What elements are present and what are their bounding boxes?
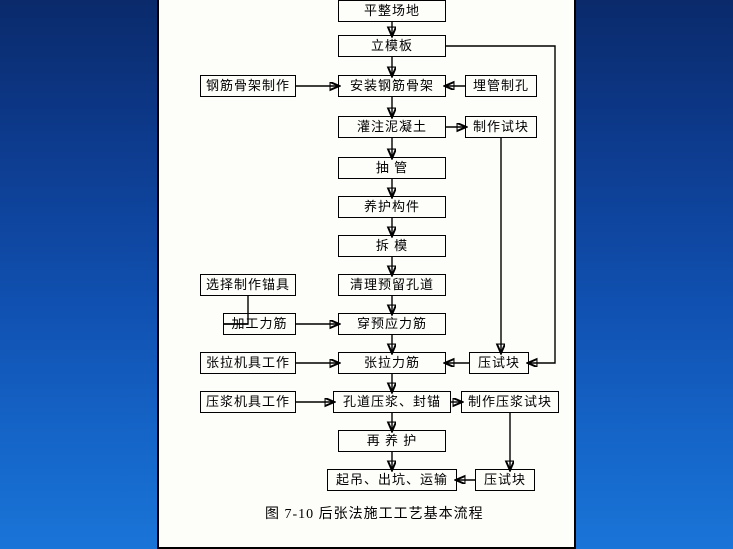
paper-sheet: 平整场地 立模板 钢筋骨架制作 安装钢筋骨架 埋管制孔 灌注泥凝土 制作试块 抽… [157, 0, 576, 549]
node-n9l: 加工力筋 [223, 313, 296, 335]
node-label: 加工力筋 [231, 317, 287, 331]
node-label: 平整场地 [364, 4, 420, 18]
node-n4r: 制作试块 [465, 116, 537, 138]
node-label: 埋管制孔 [473, 79, 529, 93]
node-label: 压浆机具工作 [206, 395, 290, 409]
node-n10r: 压试块 [469, 352, 529, 374]
node-label: 清理预留孔道 [350, 278, 434, 292]
node-label: 选择制作锚具 [206, 278, 290, 292]
node-n5: 抽 管 [338, 157, 446, 179]
node-n10l: 张拉机具工作 [200, 352, 296, 374]
node-label: 张拉力筋 [364, 356, 420, 370]
node-label: 穿预应力筋 [357, 317, 427, 331]
node-label: 安装钢筋骨架 [350, 79, 434, 93]
figure-caption: 图 7-10 后张法施工工艺基本流程 [265, 503, 484, 523]
node-label: 拆 模 [376, 239, 408, 253]
node-n12: 再 养 护 [338, 430, 446, 452]
node-n4: 灌注泥凝土 [338, 116, 446, 138]
node-label: 再 养 护 [367, 434, 418, 448]
node-n11r: 制作压浆试块 [461, 391, 559, 413]
node-n3r: 埋管制孔 [465, 75, 537, 97]
node-n3: 安装钢筋骨架 [338, 75, 446, 97]
node-label: 起吊、出坑、运输 [336, 473, 448, 487]
node-n13r: 压试块 [475, 469, 535, 491]
node-n10: 张拉力筋 [338, 352, 446, 374]
node-n2: 立模板 [338, 35, 446, 57]
node-label: 钢筋骨架制作 [206, 79, 290, 93]
node-label: 制作试块 [473, 120, 529, 134]
node-n3l: 钢筋骨架制作 [200, 75, 296, 97]
node-n7: 拆 模 [338, 235, 446, 257]
node-n11l: 压浆机具工作 [200, 391, 296, 413]
node-label: 养护构件 [364, 200, 420, 214]
node-label: 孔道压浆、封锚 [343, 395, 441, 409]
node-label: 立模板 [371, 39, 413, 53]
node-label: 压试块 [484, 473, 526, 487]
node-label: 压试块 [478, 356, 520, 370]
node-label: 张拉机具工作 [206, 356, 290, 370]
node-n13: 起吊、出坑、运输 [327, 469, 457, 491]
node-n9: 穿预应力筋 [338, 313, 446, 335]
node-label: 制作压浆试块 [468, 395, 552, 409]
node-n11: 孔道压浆、封锚 [333, 391, 451, 413]
node-n6: 养护构件 [338, 196, 446, 218]
node-label: 抽 管 [376, 161, 408, 175]
node-n8l: 选择制作锚具 [200, 274, 296, 296]
node-n1: 平整场地 [338, 0, 446, 22]
node-label: 灌注泥凝土 [357, 120, 427, 134]
diagram-canvas: 平整场地 立模板 钢筋骨架制作 安装钢筋骨架 埋管制孔 灌注泥凝土 制作试块 抽… [165, 0, 570, 530]
node-n8: 清理预留孔道 [338, 274, 446, 296]
